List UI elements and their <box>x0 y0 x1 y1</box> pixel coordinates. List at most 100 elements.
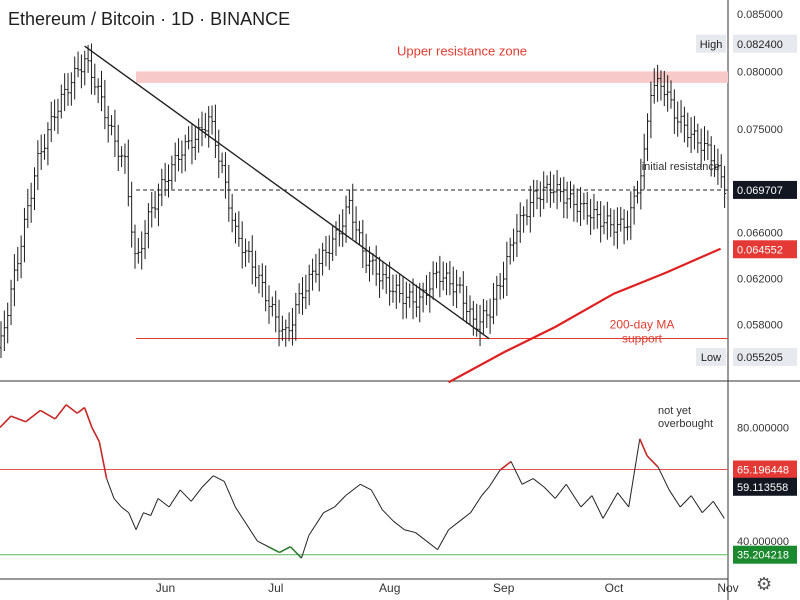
price-axis-tick: 0.066000 <box>737 228 783 240</box>
ohlc-bar <box>59 84 63 119</box>
ohlc-bar <box>324 235 328 267</box>
ohlc-bar <box>418 282 422 323</box>
ohlc-bar <box>96 78 100 104</box>
ohlc-bar <box>29 182 33 223</box>
ohlc-bar <box>160 168 164 207</box>
rsi-segment <box>481 486 490 496</box>
ohlc-bar <box>448 261 452 296</box>
rsi-segment <box>121 506 129 514</box>
ohlc-bar <box>79 54 83 89</box>
rsi-segment <box>143 512 151 516</box>
rsi-segment <box>488 469 501 488</box>
rsi-segment <box>602 492 619 519</box>
ohlc-bar <box>455 269 459 309</box>
ohlc-bar <box>686 112 690 148</box>
ohlc-bar <box>126 139 130 207</box>
ohlc-bar <box>237 211 241 247</box>
rsi-axis-tick: 40.000000 <box>737 536 789 548</box>
ohlc-bar <box>103 79 107 130</box>
ohlc-bar <box>203 112 207 138</box>
ohlc-bar <box>66 72 70 106</box>
ohlc-bar <box>6 302 10 344</box>
price-label-0-tag-bg <box>696 34 726 53</box>
time-axis-tick: Jul <box>268 581 283 595</box>
rsi-segment <box>459 512 471 522</box>
ohlc-bar <box>592 193 596 230</box>
rsi-segment <box>448 520 460 531</box>
ohlc-bar <box>699 128 703 168</box>
rsi-segment <box>234 506 247 525</box>
rsi-label-0-value-bg <box>733 460 797 479</box>
ohlc-bar <box>93 63 97 96</box>
ohlc-bar <box>589 199 593 235</box>
ohlc-bar <box>227 164 231 222</box>
ohlc-bar <box>180 140 184 174</box>
ohlc-bar <box>491 283 495 325</box>
ohlc-bar <box>609 208 613 238</box>
ohlc-bar <box>267 285 271 324</box>
ohlc-bar <box>625 210 629 241</box>
ohlc-bar <box>167 164 170 198</box>
rsi-segment <box>223 481 236 508</box>
ohlc-bar <box>438 255 442 298</box>
ma-200-line <box>448 247 722 384</box>
ohlc-bar <box>505 241 509 296</box>
rsi-segment <box>345 483 361 497</box>
ohlc-bar <box>143 220 147 260</box>
chart-title: Ethereum / Bitcoin · 1D · BINANCE <box>8 9 291 29</box>
ohlc-bar <box>723 165 727 209</box>
ohlc-bar <box>150 192 154 228</box>
ohlc-bar <box>676 101 680 137</box>
ohlc-bar <box>264 265 268 312</box>
ohlc-bar <box>213 104 217 159</box>
ohlc-bar <box>545 175 549 203</box>
ohlc-bar <box>76 51 80 78</box>
ohlc-bar <box>525 199 529 226</box>
rsi-segment <box>712 501 725 519</box>
time-axis-tick: Jun <box>156 581 175 595</box>
rsi-segment <box>213 475 225 482</box>
ohlc-bar <box>485 300 489 329</box>
ohlc-bar <box>177 138 181 172</box>
ohlc-bar <box>512 228 516 262</box>
ohlc-bar <box>579 187 583 227</box>
rsi-segment <box>617 492 630 508</box>
rsi-segment <box>279 546 291 554</box>
resistance-zone-label: Upper resistance zone <box>397 43 527 58</box>
ohlc-bar <box>558 177 562 202</box>
rsi-label-1-value: 59.113558 <box>737 482 788 494</box>
ohlc-bar <box>290 307 294 346</box>
ohlc-bar <box>562 176 566 219</box>
ohlc-bar <box>89 43 93 95</box>
ohlc-bar <box>69 72 73 106</box>
ohlc-bar <box>341 209 345 247</box>
ohlc-bar <box>9 279 13 326</box>
rsi-segment <box>40 409 56 420</box>
rsi-annotation: not yet overbought <box>658 405 713 430</box>
ohlc-bar <box>223 152 227 199</box>
rsi-segment <box>510 461 523 485</box>
ohlc-bar <box>619 206 623 232</box>
gear-icon[interactable]: ⚙ <box>756 574 773 595</box>
ohlc-bar <box>555 170 559 210</box>
rsi-segment <box>382 509 394 522</box>
ohlc-bar <box>116 124 120 172</box>
ohlc-bar <box>297 283 301 314</box>
ohlc-bar <box>351 183 355 239</box>
ohlc-bar <box>414 284 418 318</box>
ohlc-bar <box>646 113 650 162</box>
ohlc-bar <box>314 254 318 283</box>
rsi-segment <box>690 495 703 513</box>
ohlc-bar <box>361 219 365 268</box>
rsi-segment <box>268 546 280 554</box>
ohlc-bar <box>133 224 137 269</box>
price-label-3-value: 0.055205 <box>737 352 783 364</box>
ohlc-bar <box>575 188 579 223</box>
ohlc-bar <box>257 265 261 294</box>
ohlc-bar <box>2 310 6 352</box>
ohlc-bar <box>153 190 157 219</box>
ohlc-bar <box>518 202 522 243</box>
ohlc-bar <box>642 133 646 190</box>
price-label-0-value-bg <box>733 34 797 53</box>
